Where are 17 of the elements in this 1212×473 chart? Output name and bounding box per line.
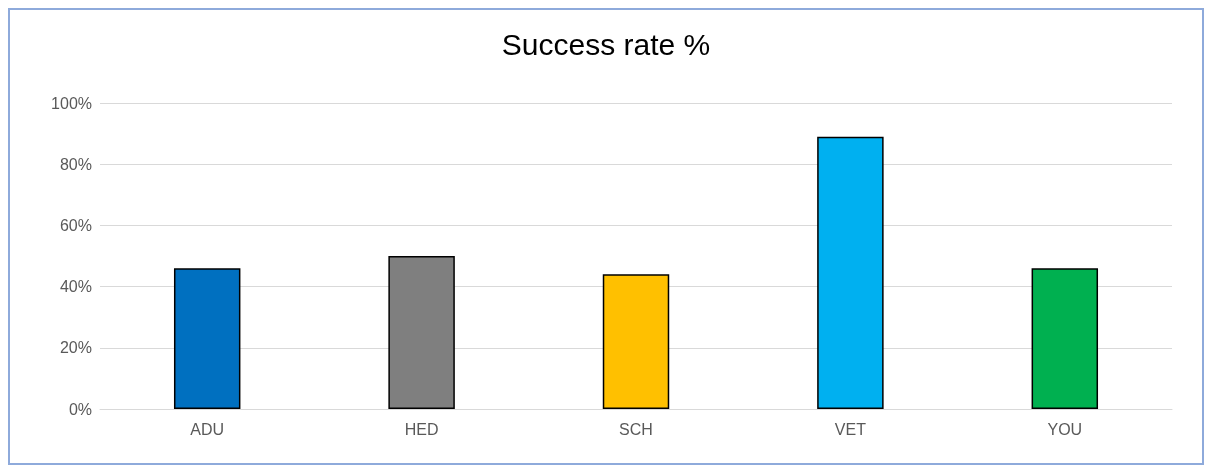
x-tick-label: SCH	[619, 420, 653, 438]
x-tick-label: HED	[404, 420, 439, 438]
y-tick-label: 0%	[68, 400, 92, 418]
x-tick-label: YOU	[1047, 420, 1083, 438]
y-tick-label: 80%	[59, 155, 92, 173]
y-tick-label: 40%	[59, 278, 92, 296]
bar	[388, 256, 455, 409]
y-tick-label: 100%	[51, 94, 92, 112]
y-tick-label: 20%	[59, 339, 92, 357]
bar	[173, 268, 241, 409]
bar	[1031, 268, 1099, 409]
bar	[817, 136, 884, 409]
x-tick-label: VET	[834, 420, 867, 438]
chart-title: Success rate %	[501, 27, 711, 61]
y-tick-label: 60%	[59, 216, 92, 234]
x-tick-label: ADU	[190, 420, 225, 438]
bar	[602, 274, 670, 409]
